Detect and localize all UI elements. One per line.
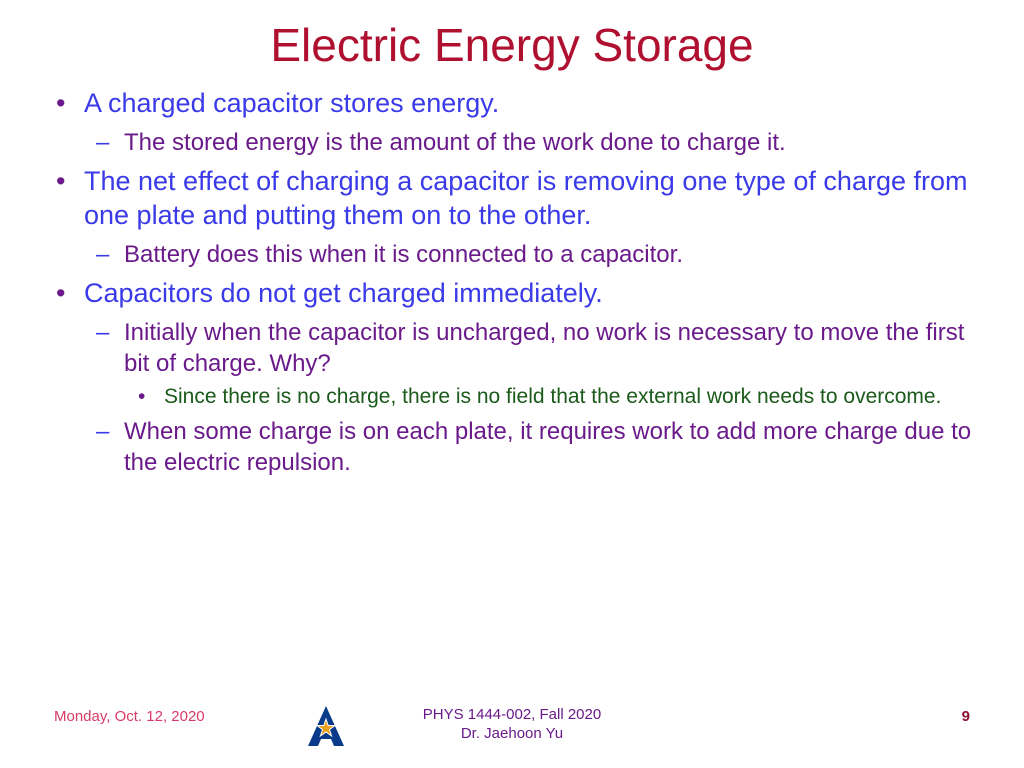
slide-title: Electric Energy Storage (50, 18, 974, 72)
bullet-list-level3: Since there is no charge, there is no fi… (124, 383, 974, 410)
list-item: Since there is no charge, there is no fi… (124, 383, 974, 410)
bullet-text: The stored energy is the amount of the w… (124, 129, 786, 156)
footer-page-number: 9 (962, 708, 970, 725)
slide-footer: Monday, Oct. 12, 2020 PHYS 1444-002, Fal… (0, 704, 1024, 750)
list-item: Capacitors do not get charged immediatel… (50, 276, 974, 479)
bullet-text: Since there is no charge, there is no fi… (164, 385, 941, 408)
list-item: The stored energy is the amount of the w… (84, 127, 974, 158)
footer-instructor: Dr. Jaehoon Yu (461, 725, 563, 742)
bullet-list-level2: Battery does this when it is connected t… (84, 239, 974, 270)
bullet-text: Capacitors do not get charged immediatel… (84, 278, 603, 308)
list-item: The net effect of charging a capacitor i… (50, 164, 974, 270)
list-item: Initially when the capacitor is uncharge… (84, 317, 974, 411)
bullet-list-level2: Initially when the capacitor is uncharge… (84, 317, 974, 479)
bullet-text: A charged capacitor stores energy. (84, 88, 499, 118)
bullet-list-level1: A charged capacitor stores energy. The s… (50, 86, 974, 479)
bullet-text: Initially when the capacitor is uncharge… (124, 319, 964, 377)
list-item: When some charge is on each plate, it re… (84, 416, 974, 478)
bullet-text: When some charge is on each plate, it re… (124, 418, 971, 476)
bullet-text: Battery does this when it is connected t… (124, 241, 683, 268)
bullet-list-level2: The stored energy is the amount of the w… (84, 127, 974, 158)
footer-center: PHYS 1444-002, Fall 2020 Dr. Jaehoon Yu (0, 706, 1024, 744)
list-item: Battery does this when it is connected t… (84, 239, 974, 270)
bullet-text: The net effect of charging a capacitor i… (84, 166, 968, 231)
slide: Electric Energy Storage A charged capaci… (0, 0, 1024, 768)
footer-course: PHYS 1444-002, Fall 2020 (423, 706, 601, 723)
list-item: A charged capacitor stores energy. The s… (50, 86, 974, 158)
